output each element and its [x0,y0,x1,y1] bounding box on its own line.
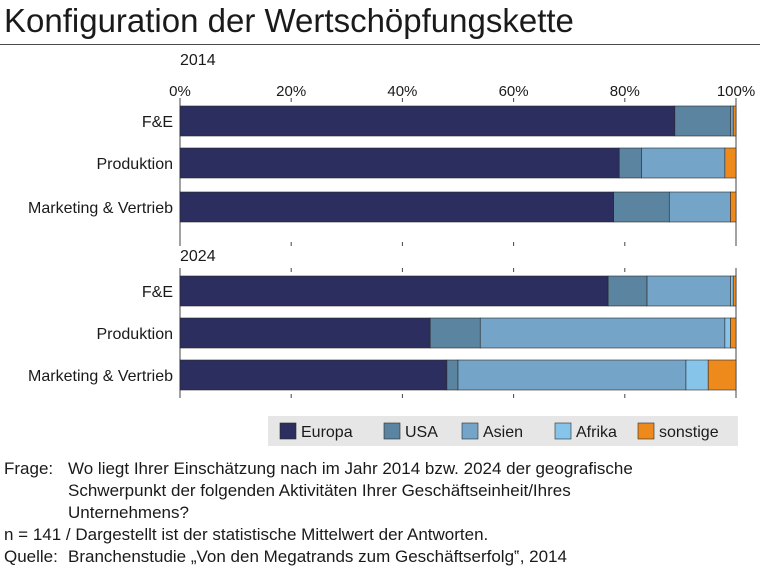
x-tick-label: 0% [169,83,191,100]
chart-title: Konfiguration der Wertschöpfungskette [4,2,574,39]
legend-label: Afrika [576,424,617,441]
category-label: Produktion [97,156,174,173]
legend-label: sonstige [659,424,719,441]
legend-swatch [279,422,297,440]
x-tick-label: 80% [610,83,640,100]
bar-segment [607,275,648,307]
bar-segment [446,359,459,391]
bar-segment [179,359,448,391]
bar-segment [646,275,731,307]
x-tick-label: 60% [499,83,529,100]
bar-segment [674,105,731,137]
bar-segment [730,317,737,349]
question-label: Frage: [4,459,54,478]
legend-background [268,416,738,446]
bar-segment [668,191,731,223]
category-label: F&E [142,114,173,131]
bar-segment [732,275,737,307]
question-text: Wo liegt Ihrer Einschätzung nach im Jahr… [68,459,633,522]
stacked-bar-chart: 0% 20% 40% 60% 80% 100% 2014 F&E Produktion Marke… [28,52,755,446]
bar-segment [179,275,609,307]
notes-block: Frage: Wo liegt Ihrer Einschätzung nach … [4,458,668,568]
bar-segment [724,147,737,179]
group-year-label: 2014 [180,52,216,69]
x-tick-label: 20% [276,83,306,100]
legend-label: Asien [483,424,523,441]
group-year-label: 2024 [180,248,216,265]
x-tick-label: 100% [717,83,755,100]
sample-note: n = 141 / Dargestellt ist der statistisc… [4,525,489,544]
source-text: Branchenstudie „Von den Megatrands zum G… [68,547,567,566]
title-divider [0,44,760,45]
legend-swatch [554,422,572,440]
bar-segment [179,147,620,179]
bar-segment [732,105,737,137]
question-row: Frage: Wo liegt Ihrer Einschätzung nach … [4,458,668,524]
category-label: Marketing & Vertrieb [28,200,173,217]
category-label: Marketing & Vertrieb [28,368,173,385]
bar-segment [730,191,737,223]
bar-segment [618,147,642,179]
legend-swatch [461,422,479,440]
bar-segment [641,147,726,179]
source-label: Quelle: [4,547,58,566]
bar-segment [429,317,481,349]
bar-segment [685,359,709,391]
legend-label: USA [405,424,438,441]
legend-label: Europa [301,424,353,441]
bar-segment [730,105,734,137]
category-label: Produktion [97,326,174,343]
category-label: F&E [142,284,173,301]
bar-segment [724,317,731,349]
bar-segment [613,191,670,223]
bar-segment [179,317,431,349]
bar-segment [179,191,614,223]
bar-segment [707,359,737,391]
legend-swatch [637,422,655,440]
bar-segment [730,275,734,307]
bar-segment [479,317,726,349]
bar-segment [179,105,676,137]
bar-segment [457,359,687,391]
source-row: Quelle: Branchenstudie „Von den Megatran… [4,546,668,568]
x-tick-label: 40% [387,83,417,100]
legend-swatch [383,422,401,440]
